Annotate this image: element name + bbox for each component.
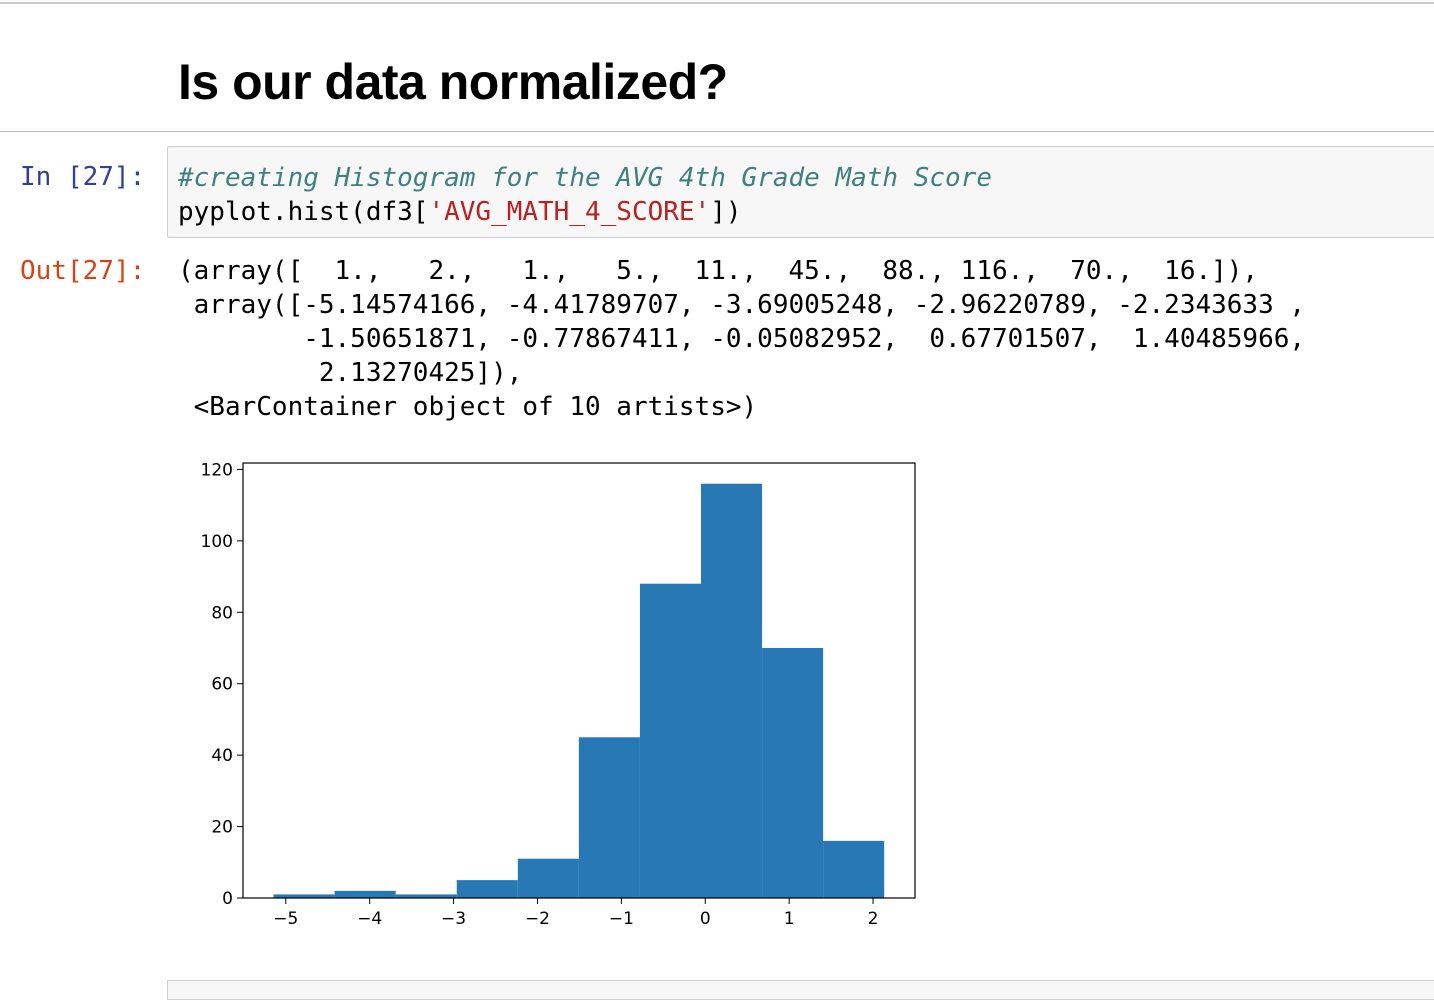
code-call-suffix: ]) [710, 197, 742, 227]
output-prompt: Out[27]: [20, 256, 146, 286]
histogram-bars [273, 483, 885, 898]
histogram-bar [395, 894, 457, 898]
output-line: 2.13270425]), [178, 358, 523, 388]
code-input-area[interactable]: #creating Histogram for the AVG 4th Grad… [167, 146, 1434, 238]
x-tick-label: −5 [273, 909, 298, 929]
next-cell-input[interactable] [167, 980, 1434, 1000]
x-tick-label: −4 [357, 909, 382, 929]
histogram-bar [578, 737, 640, 898]
y-tick-label: 20 [211, 818, 233, 838]
histogram-bar [762, 648, 824, 898]
output-line: (array([ 1., 2., 1., 5., 11., 45., 88., … [178, 256, 1259, 286]
top-divider [0, 2, 1434, 4]
histogram-bar [823, 840, 885, 898]
code-comment: #creating Histogram for the AVG 4th Grad… [178, 163, 992, 193]
histogram-bar [700, 483, 763, 898]
code-string-literal: 'AVG_MATH_4_SCORE' [428, 197, 711, 227]
x-tick-label: −1 [609, 909, 634, 929]
histogram-bar [639, 583, 701, 898]
cell-divider [0, 131, 1434, 132]
y-tick-label: 100 [201, 532, 233, 552]
histogram-bar [273, 894, 335, 898]
x-tick-label: −3 [441, 909, 466, 929]
code-call-prefix: pyplot.hist(df3[ [178, 197, 429, 227]
y-tick-label: 40 [211, 746, 233, 766]
output-line: -1.50651871, -0.77867411, -0.05082952, 0… [178, 324, 1306, 354]
input-prompt: In [27]: [20, 162, 146, 192]
histogram-bar [517, 858, 579, 898]
histogram-chart: 0 20 40 60 80 100 120 −5 −4 −3 −2 −1 0 1 2 [201, 460, 916, 929]
output-text: (array([ 1., 2., 1., 5., 11., 45., 88., … [178, 254, 1305, 424]
y-axis: 0 20 40 60 80 100 120 [201, 460, 243, 909]
histogram-bar [456, 880, 518, 898]
y-tick-label: 120 [201, 460, 233, 480]
x-axis: −5 −4 −3 −2 −1 0 1 2 [273, 898, 878, 929]
y-tick-label: 60 [211, 675, 233, 695]
plot-frame [242, 462, 916, 899]
x-tick-label: 0 [700, 909, 711, 929]
y-tick-label: 80 [211, 603, 233, 623]
y-tick-label: 0 [222, 889, 233, 909]
output-line: <BarContainer object of 10 artists>) [178, 392, 758, 422]
markdown-heading: Is our data normalized? [178, 54, 728, 110]
output-line: array([-5.14574166, -4.41789707, -3.6900… [178, 290, 1306, 320]
x-tick-label: 2 [868, 909, 879, 929]
x-tick-label: −2 [525, 909, 550, 929]
histogram-bar [334, 890, 396, 898]
x-tick-label: 1 [784, 909, 795, 929]
code-editor[interactable]: #creating Histogram for the AVG 4th Grad… [178, 161, 992, 229]
